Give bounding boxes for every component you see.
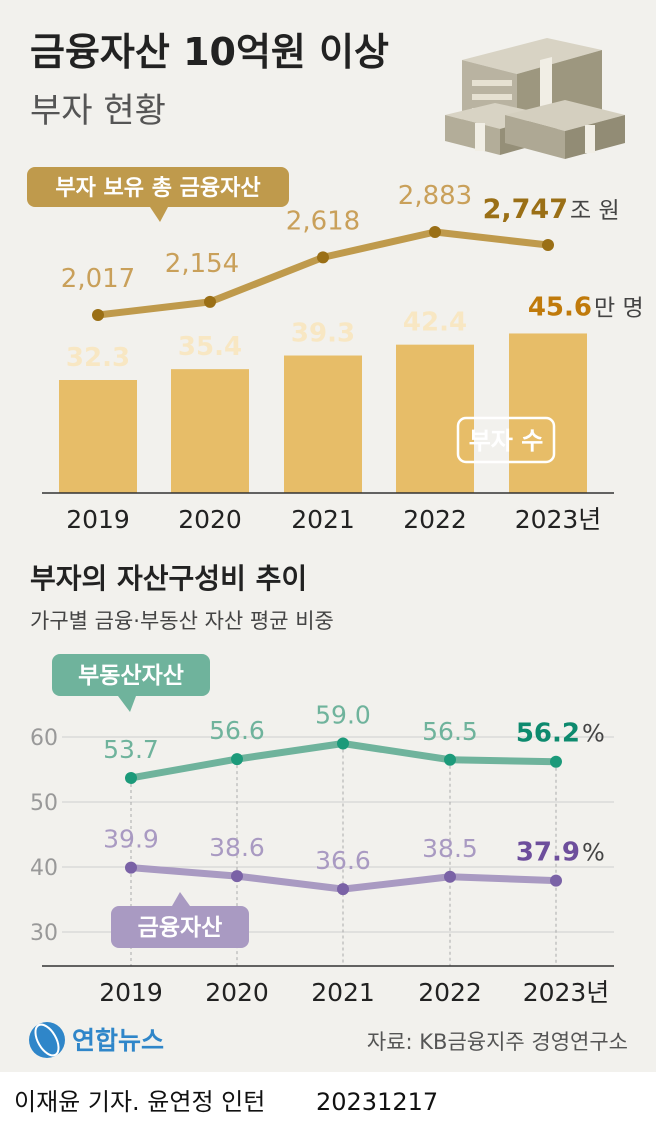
bar-label-2023년: 45.6 (528, 292, 592, 322)
asset-point-2023년 (542, 239, 554, 252)
series-0-point-4 (550, 755, 562, 768)
realestate-callout-label: 부동산자산 (78, 663, 184, 689)
asset-point-2019 (92, 309, 104, 321)
title-main: 금융자산 10억원 이상 (30, 30, 389, 74)
financial-callout-label: 금융자산 (138, 915, 223, 941)
asset-line-group: 2,017 2,154 2,618 2,883 2,747 조 원 (61, 181, 620, 321)
date-text: 20231217 (316, 1088, 438, 1116)
bar-label-2021: 39.3 (291, 319, 355, 349)
series-0-point-1 (231, 753, 243, 766)
bar-series-badge (456, 416, 556, 464)
series-0-label-2: 59.0 (315, 701, 371, 730)
x-labels-top: 2019 2020 2021 2022 2023년 (66, 505, 601, 534)
x-label-bottom-4: 2023년 (523, 978, 610, 1007)
bar-label-2020: 35.4 (178, 332, 242, 362)
bar-2020 (171, 369, 249, 493)
asset-point-2021 (317, 251, 329, 264)
series-0-label-0: 53.7 (103, 735, 159, 764)
source-text: 자료: KB금융지주 경영연구소 (367, 1030, 628, 1054)
asset-callout: 부자 보유 총 금융자산 (27, 167, 289, 222)
series-0-label-4: 56.2 (516, 719, 580, 749)
series-1-label-0: 39.9 (103, 825, 159, 854)
asset-unit: 조 원 (570, 198, 620, 224)
series-1-label-4: 37.9 (516, 838, 580, 868)
series-1-point-4 (550, 874, 562, 887)
bar-2023년 (509, 333, 587, 493)
financial-callout-box (111, 906, 249, 948)
series-1-point-2 (337, 883, 349, 896)
series-1-label-1: 38.6 (209, 833, 265, 862)
y-tick-40: 40 (30, 856, 58, 881)
asset-label-2019: 2,017 (61, 264, 135, 294)
x-label-top-1: 2020 (178, 505, 242, 534)
series-1-label-2: 36.6 (315, 846, 371, 875)
asset-label-2022: 2,883 (398, 181, 472, 211)
series-0-point-2 (337, 737, 349, 750)
bar-group: 32.3 35.4 39.3 42.4 45.6 만 명부자 수 (59, 292, 644, 493)
series-0-point-3 (444, 753, 456, 766)
x-label-bottom-0: 2019 (99, 978, 163, 1007)
yonhap-logo-icon: 연합뉴스 (29, 1022, 164, 1058)
credit-text: 이재윤 기자. 윤연정 인턴 (14, 1088, 265, 1116)
realestate-callout: 부동산자산 (52, 654, 210, 712)
series-0-unit: % (582, 720, 605, 748)
x-label-top-0: 2019 (66, 505, 130, 534)
x-label-top-3: 2022 (403, 505, 467, 534)
x-label-bottom-1: 2020 (205, 978, 269, 1007)
section2-title: 부자의 자산구성비 추이 (30, 562, 307, 595)
bar-series-badge-label: 부자 수 (469, 427, 544, 455)
asset-label-2021: 2,618 (286, 206, 360, 236)
title-sub: 부자 현황 (30, 91, 166, 131)
x-labels-bottom: 2019 2020 2021 2022 2023년 (99, 978, 609, 1007)
series-1-point-1 (231, 870, 243, 883)
asset-label-2023년: 2,747 (483, 194, 568, 225)
series-0-point-0 (125, 771, 137, 784)
series-0-label-1: 56.6 (209, 716, 265, 745)
asset-callout-box (27, 167, 289, 207)
x-label-bottom-2: 2021 (311, 978, 375, 1007)
realestate-callout-box (52, 654, 210, 696)
asset-label-2020: 2,154 (165, 249, 239, 279)
series-1-point-0 (125, 861, 137, 874)
series-1-unit: % (582, 839, 605, 867)
bar-label-2019: 32.3 (66, 343, 130, 373)
asset-point-2020 (204, 295, 216, 308)
money-stack-icon (445, 38, 625, 159)
bar-2021 (284, 355, 362, 493)
y-tick-50: 50 (30, 791, 58, 816)
series-1-label-3: 38.5 (422, 834, 478, 863)
y-tick-30: 30 (30, 921, 58, 946)
bar-label-2022: 42.4 (403, 308, 467, 338)
bar-unit: 만 명 (594, 295, 644, 321)
footer-bar (0, 1072, 656, 1129)
x-label-top-2: 2021 (291, 505, 355, 534)
asset-callout-label: 부자 보유 총 금융자산 (55, 176, 260, 201)
series-1-point-3 (444, 870, 456, 883)
bar-2019 (59, 380, 137, 493)
financial-callout: 금융자산 (111, 892, 249, 948)
asset-point-2022 (429, 226, 441, 238)
y-tick-60: 60 (30, 726, 58, 751)
x-label-bottom-3: 2022 (418, 978, 482, 1007)
series-0-label-3: 56.5 (422, 717, 478, 746)
x-label-top-4: 2023년 (515, 505, 602, 534)
composition-lines: 53.7 56.6 59.0 56.5 56.2 % 39.9 38.6 36.6 38.5 37.… (103, 701, 605, 896)
section2-subtitle: 가구별 금융·부동산 자산 평균 비중 (30, 609, 334, 633)
logo-text: 연합뉴스 (72, 1026, 164, 1055)
